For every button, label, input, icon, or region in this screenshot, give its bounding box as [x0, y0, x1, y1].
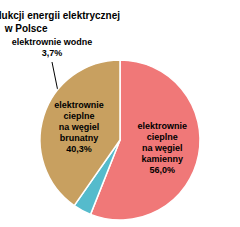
svg-text:cieplne: cieplne [147, 132, 178, 142]
svg-text:kamienny: kamienny [141, 154, 183, 164]
svg-text:na węgiel: na węgiel [59, 122, 100, 132]
svg-text:56,0%: 56,0% [149, 165, 175, 175]
svg-text:3,7%: 3,7% [42, 48, 63, 58]
svg-text:elektrownie wodne: elektrownie wodne [12, 37, 93, 47]
svg-text:cieplne: cieplne [63, 111, 94, 121]
svg-text:elektrownie: elektrownie [54, 100, 104, 110]
svg-text:Struktura produkcji energii el: Struktura produkcji energii elektrycznej [0, 10, 120, 21]
svg-text:brunatny: brunatny [60, 133, 99, 143]
svg-text:40,3%: 40,3% [66, 144, 92, 154]
svg-text:elektrownie: elektrownie [137, 121, 187, 131]
svg-text:na węgiel: na węgiel [142, 143, 183, 153]
svg-text:w Polsce: w Polsce [4, 23, 48, 34]
